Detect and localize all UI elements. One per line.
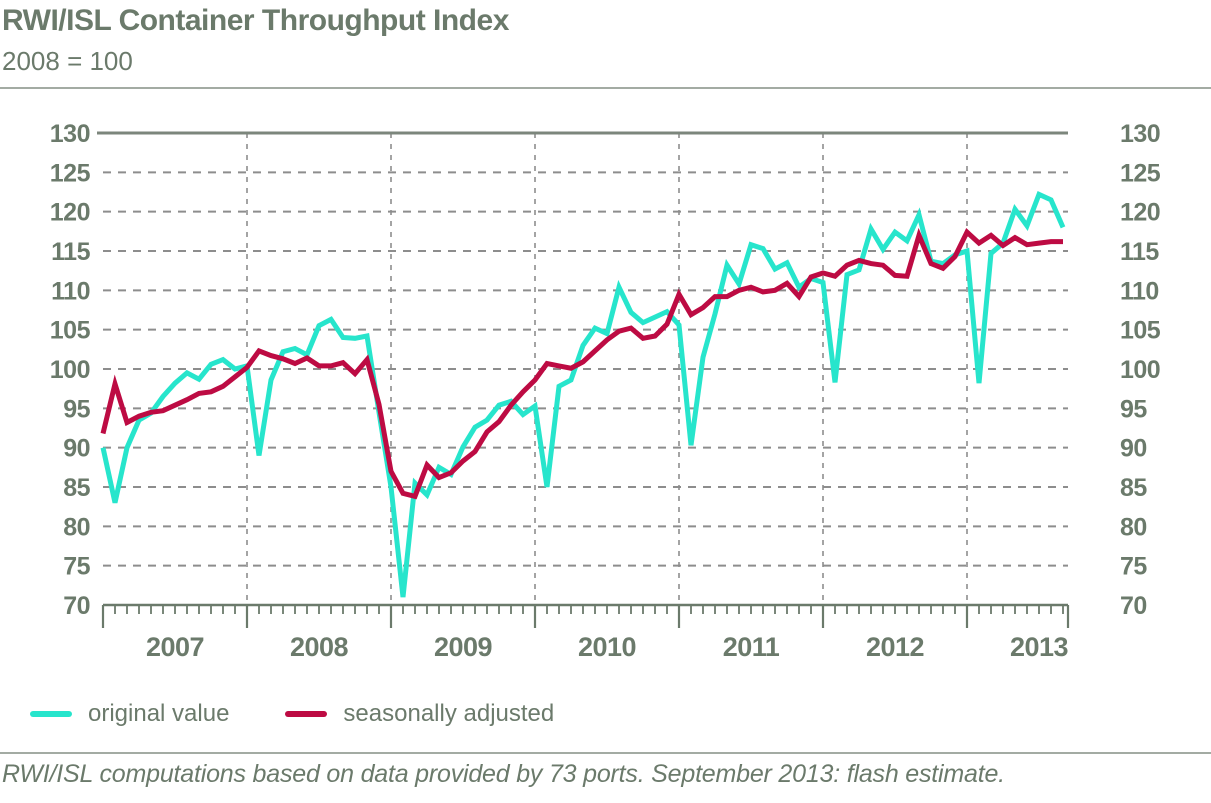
- y-axis-label-left: 120: [50, 199, 90, 227]
- y-axis-label-right: 95: [1120, 395, 1147, 423]
- y-axis-label-right: 115: [1120, 238, 1159, 266]
- y-axis-label-left: 90: [63, 435, 90, 463]
- y-axis-label-left: 130: [50, 120, 90, 148]
- y-axis-label-right: 105: [1120, 317, 1161, 345]
- y-axis-label-right: 70: [1120, 592, 1147, 620]
- x-axis-year-label: 2009: [434, 632, 493, 662]
- page-title: RWI/ISL Container Throughput Index: [2, 4, 509, 37]
- x-axis-year-label: 2013: [1010, 632, 1069, 662]
- legend-swatch-seasonally-adjusted: [285, 711, 328, 717]
- y-axis-label-right: 125: [1120, 159, 1161, 187]
- x-axis-year-label: 2010: [578, 632, 636, 662]
- legend-swatch-original-value: [30, 711, 72, 717]
- footer-divider: [0, 752, 1211, 754]
- y-axis-label-right: 120: [1120, 199, 1160, 227]
- legend: original value seasonally adjusted: [30, 700, 554, 728]
- y-axis-label-right: 110: [1120, 277, 1159, 305]
- original-value-line: [100, 191, 1066, 598]
- y-axis-label-right: 130: [1120, 120, 1160, 148]
- y-axis-label-right: 80: [1120, 513, 1147, 541]
- y-axis-label-right: 85: [1120, 474, 1147, 502]
- header-divider: [0, 87, 1211, 89]
- y-axis-label-left: 115: [51, 238, 90, 266]
- x-axis-year-label: 2012: [866, 632, 924, 662]
- y-axis-label-left: 105: [50, 317, 91, 345]
- footnote: RWI/ISL computations based on data provi…: [2, 760, 1005, 788]
- y-axis-label-left: 125: [50, 159, 91, 187]
- x-axis-year-label: 2007: [146, 632, 204, 662]
- seasonally-adjusted-line: [100, 227, 1063, 500]
- y-axis-label-right: 100: [1120, 356, 1160, 384]
- y-axis-label-left: 95: [63, 395, 90, 423]
- y-axis-label-left: 70: [63, 592, 90, 620]
- y-axis-label-left: 80: [63, 513, 90, 541]
- x-axis-year-label: 2011: [723, 632, 780, 662]
- y-axis-label-left: 110: [51, 277, 90, 305]
- legend-label-original-value: original value: [88, 700, 230, 727]
- legend-label-seasonally-adjusted: seasonally adjusted: [343, 700, 555, 727]
- x-axis-year-label: 2008: [290, 632, 349, 662]
- y-axis-label-right: 90: [1120, 435, 1147, 463]
- chart-svg: 70 70 75 75 80 80 85 85 90 90 95 95 100 100 105 105 110 1…: [50, 120, 1162, 662]
- y-axis-label-left: 75: [63, 553, 90, 581]
- y-axis-label-left: 100: [50, 356, 90, 384]
- y-axis-label-left: 85: [63, 474, 90, 502]
- y-axis-label-right: 75: [1120, 553, 1147, 581]
- page-subtitle: 2008 = 100: [2, 46, 133, 76]
